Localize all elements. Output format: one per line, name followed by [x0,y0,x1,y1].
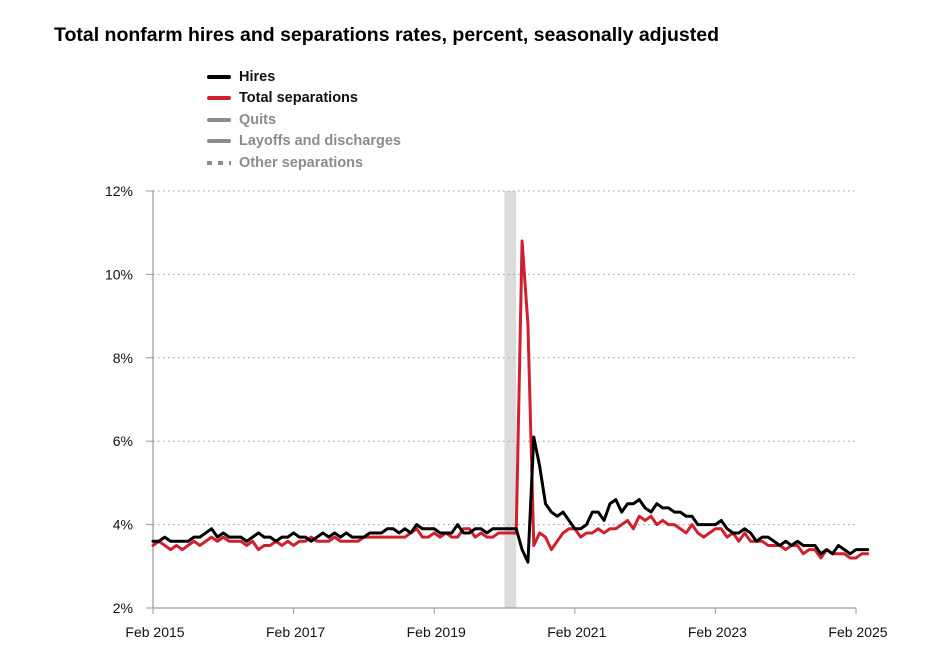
legend-item-quits[interactable]: Quits [207,109,401,131]
y-tick-label: 2% [113,600,133,616]
y-tick-label: 6% [113,433,133,449]
x-tick-label: Feb 2019 [407,624,466,640]
legend-label-hires: Hires [239,68,276,85]
x-tick-label: Feb 2025 [828,624,887,640]
legend-swatch-layoffs [207,139,231,144]
legend-item-total-separations[interactable]: Total separations [207,88,401,110]
legend: Hires Total separations Quits Layoffs an… [207,66,401,174]
y-tick-label: 8% [113,350,133,366]
y-tick-label: 12% [105,183,133,199]
x-tick-label: Feb 2017 [266,624,325,640]
legend-label-other-separations: Other separations [239,154,364,171]
y-tick-label: 10% [105,266,133,282]
series-line-hires [151,435,870,564]
x-tick-label: Feb 2021 [547,624,606,640]
x-tick-label: Feb 2015 [125,624,184,640]
chart-title: Total nonfarm hires and separations rate… [54,24,720,46]
legend-swatch-hires [207,74,231,79]
legend-label-layoffs: Layoffs and discharges [239,133,401,150]
y-tick-label: 4% [113,517,133,533]
legend-swatch-total-separations [207,96,231,101]
legend-item-hires[interactable]: Hires [207,66,401,88]
legend-label-quits: Quits [239,111,277,128]
series-line-total-separations [151,239,870,560]
legend-item-other-separations[interactable]: Other separations [207,152,401,174]
legend-item-layoffs[interactable]: Layoffs and discharges [207,131,401,153]
legend-swatch-quits [207,117,231,122]
x-tick-label: Feb 2023 [688,624,747,640]
legend-label-total-separations: Total separations [239,90,358,107]
recession-shading [504,191,517,608]
legend-swatch-other-separations [207,160,231,165]
